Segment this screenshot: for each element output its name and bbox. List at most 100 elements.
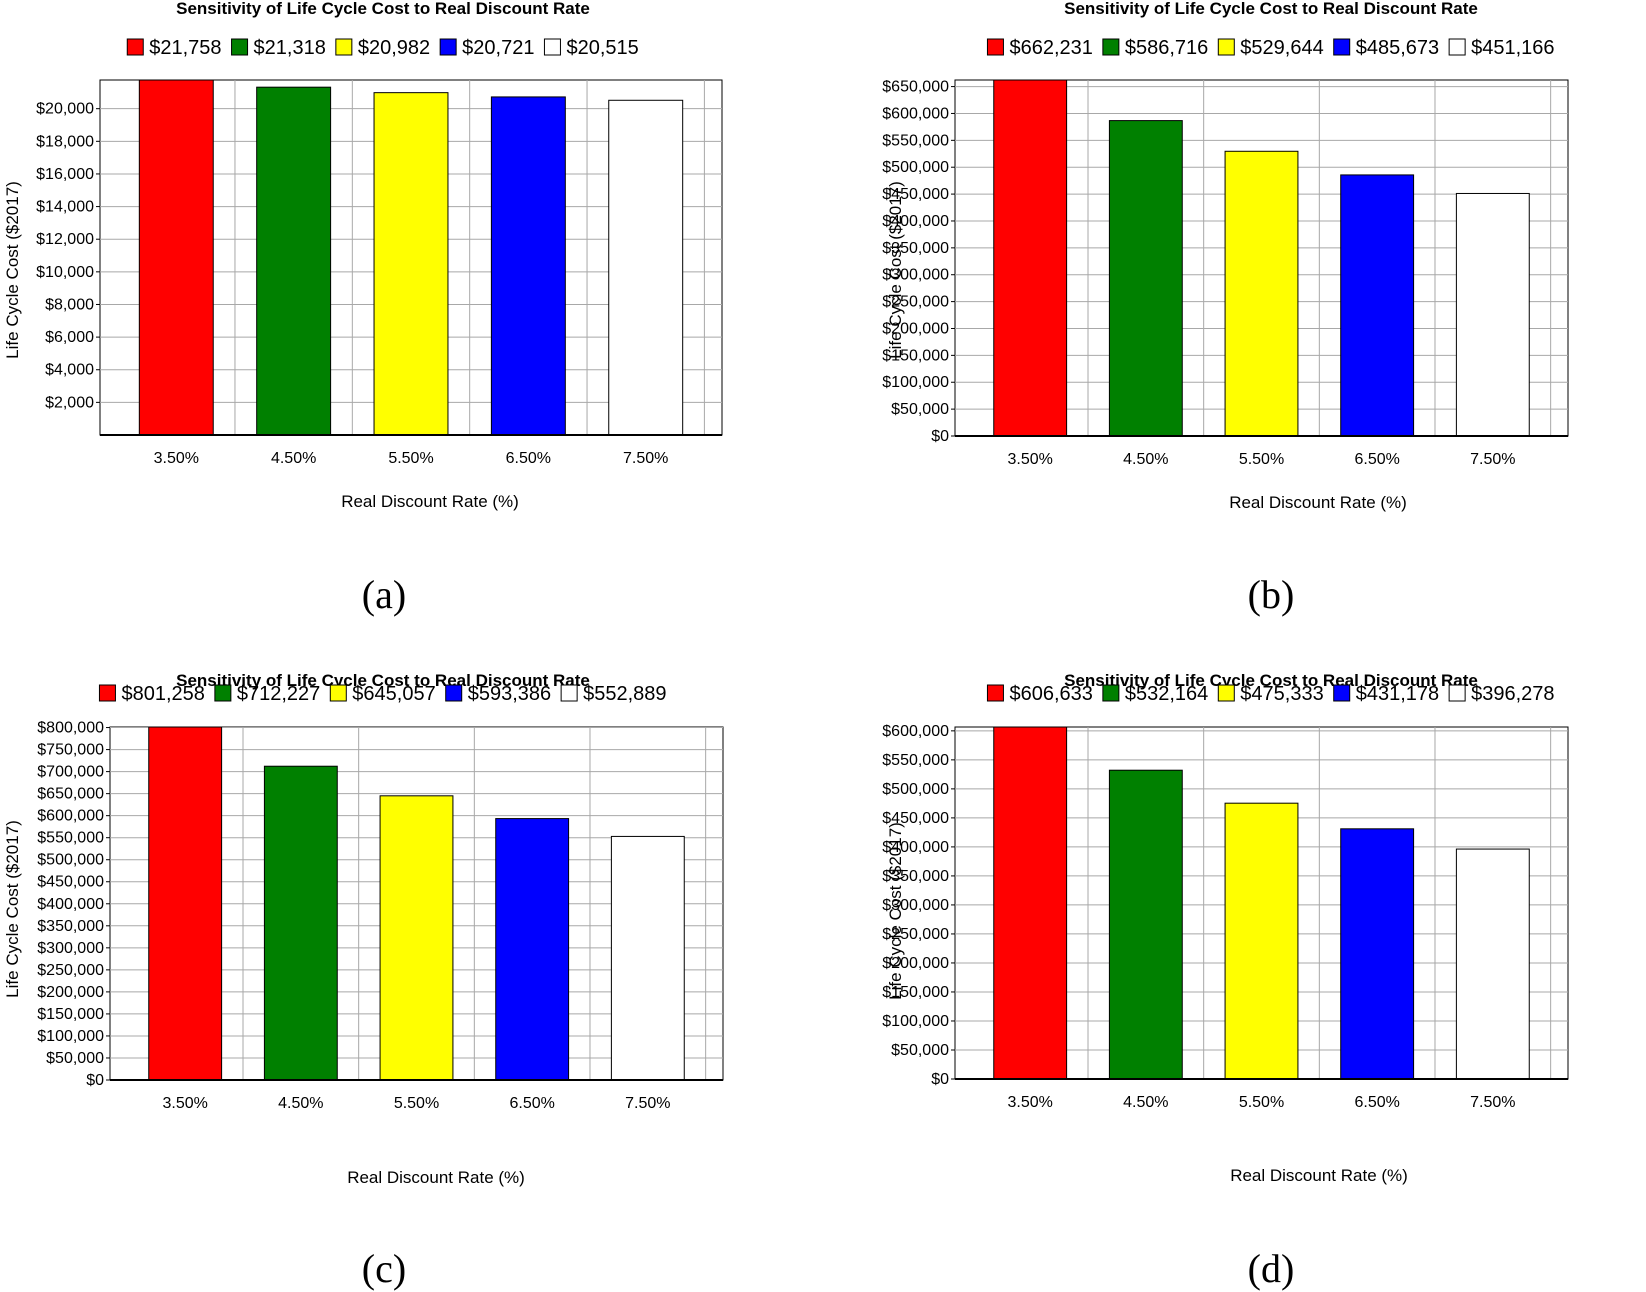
y-tick-label: $0 (86, 1072, 104, 1089)
y-tick-label: $450,000 (882, 810, 949, 827)
panel-caption: (a) (362, 572, 406, 617)
bars (110, 726, 723, 1081)
y-tick-label: $400,000 (882, 213, 949, 230)
legend-swatch-red (986, 684, 1004, 702)
chart-title: Sensitivity of Life Cycle Cost to Real D… (1064, 0, 1478, 18)
y-tick-label: $550,000 (882, 752, 949, 769)
legend-swatch-yellow (335, 38, 353, 56)
legend-label: $20,982 (358, 37, 430, 59)
bars (955, 79, 1568, 437)
legend-swatch-green (231, 38, 249, 56)
x-tick-label: 7.50% (1470, 1094, 1515, 1111)
legend-swatch-white (1448, 684, 1466, 702)
legend-label: $21,758 (149, 37, 221, 59)
chart-panel-c: Sensitivity of Life Cycle Cost to Real D… (0, 646, 823, 1292)
panel-caption: (b) (1248, 572, 1295, 617)
legend-label: $662,231 (1009, 37, 1092, 59)
legend: $801,258 $712,227 $645,057 $593,386 $552,889 (98, 683, 667, 705)
legend-label: $801,258 (121, 683, 204, 705)
x-tick-label: 7.50% (625, 1095, 670, 1112)
x-tick-label: 3.50% (154, 450, 199, 467)
chart-panel-a: Sensitivity of Life Cycle Cost to Real D… (0, 0, 823, 646)
y-tick-label: $350,000 (882, 240, 949, 257)
x-tick-label: 3.50% (162, 1095, 207, 1112)
legend-swatch-yellow (1217, 684, 1235, 702)
y-tick-label: $400,000 (882, 839, 949, 856)
x-tick-label: 4.50% (1123, 451, 1168, 468)
y-tick-label: $100,000 (882, 374, 949, 391)
legend-row: $801,258 $712,227 $645,057 $593,386 $552,889 (98, 683, 667, 705)
bar-5.50pct (1224, 150, 1299, 437)
y-tick-label: $8,000 (45, 296, 94, 313)
legend-swatch-yellow (1217, 38, 1235, 56)
legend-label: $451,166 (1471, 37, 1554, 59)
legend-label: $485,673 (1356, 37, 1439, 59)
legend-swatch-blue (1333, 684, 1351, 702)
y-tick-label: $14,000 (36, 199, 94, 216)
bar-7.50pct (610, 835, 685, 1081)
legend-swatch-red (98, 684, 116, 702)
bar-3.50pct (993, 726, 1068, 1080)
y-tick-label: $18,000 (36, 133, 94, 150)
bar-6.50pct (1340, 828, 1415, 1080)
x-tick-label: 4.50% (1123, 1094, 1168, 1111)
bar-chart-a: Sensitivity of Life Cycle Cost to Real D… (3, 0, 723, 617)
y-axis-ticks: $0 $50,000 $100,000 $150,000 $200,000 $250,00… (882, 79, 955, 445)
panel-caption: (d) (1248, 1246, 1295, 1291)
bar-7.50pct (1455, 192, 1530, 437)
bar-chart-c: Sensitivity of Life Cycle Cost to Real D… (3, 671, 724, 1291)
y-axis-label: Life Cycle Cost ($2017) (886, 822, 905, 1000)
chart-title: Sensitivity of Life Cycle Cost to Real D… (1064, 671, 1478, 690)
x-axis-ticks: 3.50% 4.50% 5.50% 6.50% 7.50% (1007, 451, 1515, 468)
bar-chart-d: Sensitivity of Life Cycle Cost to Real D… (882, 671, 1569, 1291)
y-tick-label: $50,000 (891, 401, 949, 418)
legend-swatch-blue (439, 38, 457, 56)
y-tick-label: $600,000 (37, 808, 104, 825)
x-tick-label: 5.50% (1239, 451, 1284, 468)
legend-label: $20,721 (462, 37, 534, 59)
y-axis-ticks: $0 $50,000 $100,000 $150,000 $200,000 $250,00… (882, 723, 955, 1088)
y-tick-label: $550,000 (882, 132, 949, 149)
legend: $662,231 $586,716 $529,644 $485,673 $451,166 (986, 37, 1555, 59)
y-tick-label: $150,000 (37, 1006, 104, 1023)
legend-row: $662,231 $586,716 $529,644 $485,673 $451,166 (986, 37, 1555, 59)
x-tick-label: 5.50% (1239, 1094, 1284, 1111)
y-tick-label: $500,000 (882, 159, 949, 176)
x-tick-label: 7.50% (1470, 451, 1515, 468)
y-axis-label: Life Cycle Cost ($2017) (3, 181, 22, 359)
bars (100, 79, 722, 436)
bar-4.50pct (256, 86, 332, 436)
y-tick-label: $0 (931, 1071, 949, 1088)
y-axis-ticks: $2,000 $4,000 $6,000 $8,000 $10,000 $12,000 $1… (36, 101, 100, 411)
legend-label: $606,633 (1009, 683, 1092, 705)
y-tick-label: $200,000 (37, 984, 104, 1001)
x-tick-label: 7.50% (623, 450, 668, 467)
y-tick-label: $550,000 (37, 830, 104, 847)
x-axis-label: Real Discount Rate (%) (347, 1168, 525, 1187)
legend-swatch-green (214, 684, 232, 702)
y-tick-label: $450,000 (882, 186, 949, 203)
legend: $606,633 $532,164 $475,333 $431,178 $396,278 (986, 683, 1555, 705)
y-tick-label: $250,000 (882, 294, 949, 311)
x-tick-label: 4.50% (278, 1095, 323, 1112)
y-tick-label: $50,000 (46, 1050, 104, 1067)
x-tick-label: 6.50% (1354, 1094, 1399, 1111)
y-tick-label: $10,000 (36, 264, 94, 281)
y-tick-label: $600,000 (882, 105, 949, 122)
legend-label: $20,515 (566, 37, 638, 59)
bar-4.50pct (263, 765, 338, 1081)
x-tick-label: 6.50% (506, 450, 551, 467)
x-tick-label: 3.50% (1007, 451, 1052, 468)
x-axis-label: Real Discount Rate (%) (1230, 1166, 1408, 1185)
y-axis-label: Life Cycle Cost ($2017) (3, 820, 22, 998)
y-tick-label: $4,000 (45, 362, 94, 379)
x-tick-label: 5.50% (388, 450, 433, 467)
y-tick-label: $700,000 (37, 764, 104, 781)
y-tick-label: $650,000 (37, 786, 104, 803)
y-tick-label: $6,000 (45, 329, 94, 346)
legend-label: $529,644 (1240, 37, 1323, 59)
y-tick-label: $650,000 (882, 79, 949, 96)
y-tick-label: $16,000 (36, 166, 94, 183)
x-axis-ticks: 3.50% 4.50% 5.50% 6.50% 7.50% (154, 450, 669, 467)
y-tick-label: $350,000 (37, 918, 104, 935)
